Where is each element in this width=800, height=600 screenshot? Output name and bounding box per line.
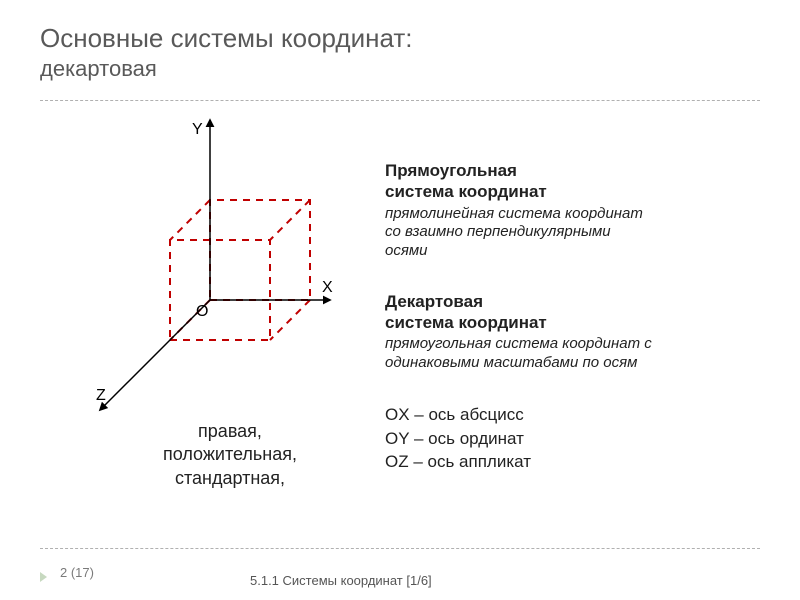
def1-body-l2: со взаимно перпендикулярными xyxy=(385,223,611,240)
definitions-column: Прямоугольная система координат прямолин… xyxy=(385,160,755,474)
def1-title-l1: Прямоугольная xyxy=(385,161,517,180)
section-footer: 5.1.1 Системы координат [1/6] xyxy=(250,573,432,588)
title-line2: декартовая xyxy=(40,55,413,83)
def-title-rectangular: Прямоугольная система координат xyxy=(385,160,755,203)
definition-rectangular: Прямоугольная система координат прямолин… xyxy=(385,160,755,261)
axis-name-oy: OY – ось ординат xyxy=(385,427,755,451)
def2-body-l1: прямоугольная система координат с xyxy=(385,335,652,352)
caption-line-3: стандартная, xyxy=(175,468,285,488)
divider-bottom xyxy=(40,548,760,549)
def1-body-l1: прямолинейная система координат xyxy=(385,205,643,222)
diagram-caption: правая, положительная, стандартная, xyxy=(120,420,340,490)
slide-title: Основные системы координат: декартовая xyxy=(40,22,413,82)
y-axis-label: Y xyxy=(192,121,203,138)
z-axis xyxy=(100,300,210,410)
def2-title-l1: Декартовая xyxy=(385,292,483,311)
def-title-cartesian: Декартовая система координат xyxy=(385,291,755,334)
z-axis-label: Z xyxy=(96,387,106,404)
page-number: 2 (17) xyxy=(60,565,94,580)
def-body-cartesian: прямоугольная система координат с одинак… xyxy=(385,335,755,373)
x-axis-label: X xyxy=(322,279,333,296)
def-body-rectangular: прямолинейная система координат со взаим… xyxy=(385,205,755,261)
axis-name-oz: OZ – ось аппликат xyxy=(385,450,755,474)
cube-front-face xyxy=(210,200,310,300)
axis-name-ox: OX – ось абсцисс xyxy=(385,403,755,427)
def1-body-l3: осями xyxy=(385,242,427,259)
footer-caret-icon xyxy=(40,572,47,582)
coordinate-diagram: X Y Z O xyxy=(60,110,360,430)
divider-top xyxy=(40,100,760,101)
def2-body-l2: одинаковыми масштабами по осям xyxy=(385,354,637,371)
caption-line-2: положительная, xyxy=(163,444,297,464)
def1-title-l2: система координат xyxy=(385,182,547,201)
origin-label: O xyxy=(196,303,208,320)
def2-title-l2: система координат xyxy=(385,313,547,332)
title-line1: Основные системы координат: xyxy=(40,23,413,53)
caption-line-1: правая, xyxy=(198,421,262,441)
definition-cartesian: Декартовая система координат прямоугольн… xyxy=(385,291,755,373)
axes-names-list: OX – ось абсцисс OY – ось ординат OZ – о… xyxy=(385,403,755,474)
